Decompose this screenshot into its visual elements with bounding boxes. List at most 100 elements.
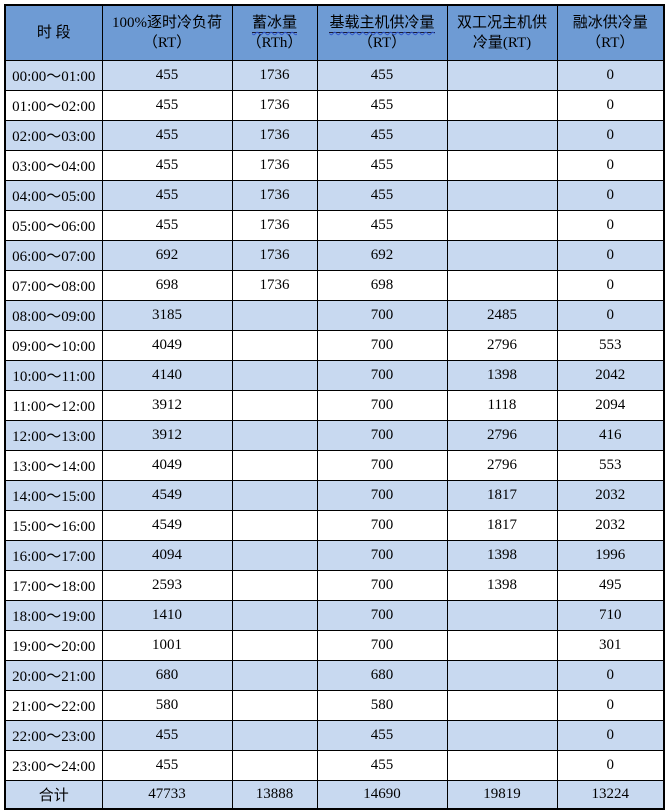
value-cell: 1398	[446, 570, 558, 601]
time-cell: 07:00～08:00	[4, 270, 103, 301]
table-row: 03:00～04:00 455 1736 455 0	[4, 150, 665, 181]
table-row: 01:00～02:00 455 1736 455 0	[4, 90, 665, 121]
table-row: 07:00～08:00 698 1736 698 0	[4, 270, 665, 301]
value-cell: 2796	[446, 450, 558, 481]
value-cell: 455	[101, 60, 233, 91]
value-cell: 0	[556, 240, 665, 271]
value-cell: 1736	[231, 150, 318, 181]
value-cell: 455	[316, 210, 448, 241]
value-cell: 1118	[446, 390, 558, 421]
value-cell: 680	[316, 660, 448, 691]
table-row: 12:00～13:00 3912 700 2796 416	[4, 420, 665, 451]
value-cell: 553	[556, 330, 665, 361]
value-cell	[231, 630, 318, 661]
time-cell: 05:00～06:00	[4, 210, 103, 241]
value-cell: 1736	[231, 120, 318, 151]
value-cell: 455	[101, 120, 233, 151]
value-cell: 1736	[231, 210, 318, 241]
value-cell	[231, 690, 318, 721]
value-cell: 700	[316, 330, 448, 361]
column-header-2: 蓄冰量 （RTh）	[231, 4, 318, 61]
value-cell: 0	[556, 150, 665, 181]
value-cell: 455	[316, 120, 448, 151]
value-cell	[446, 750, 558, 781]
time-cell: 11:00～12:00	[4, 390, 103, 421]
value-cell: 698	[101, 270, 233, 301]
time-cell: 04:00～05:00	[4, 180, 103, 211]
time-cell: 14:00～15:00	[4, 480, 103, 511]
table-body: 00:00～01:00 455 1736 455 0 01:00～02:00 455 1736…	[4, 60, 665, 810]
value-cell: 455	[316, 60, 448, 91]
time-cell: 12:00～13:00	[4, 420, 103, 451]
value-cell: 0	[556, 690, 665, 721]
value-cell: 0	[556, 720, 665, 751]
table-row: 08:00～09:00 3185 700 2485 0	[4, 300, 665, 331]
value-cell: 553	[556, 450, 665, 481]
value-cell	[231, 390, 318, 421]
table-row: 18:00～19:00 1410 700 710	[4, 600, 665, 631]
table-row: 06:00～07:00 692 1736 692 0	[4, 240, 665, 271]
value-cell: 455	[316, 90, 448, 121]
value-cell: 0	[556, 60, 665, 91]
value-cell: 0	[556, 180, 665, 211]
value-cell: 3912	[101, 420, 233, 451]
value-cell: 2796	[446, 420, 558, 451]
value-cell: 455	[101, 180, 233, 211]
value-cell: 1001	[101, 630, 233, 661]
table-row: 21:00～22:00 580 580 0	[4, 690, 665, 721]
time-cell: 13:00～14:00	[4, 450, 103, 481]
value-cell: 2485	[446, 300, 558, 331]
time-cell: 21:00～22:00	[4, 690, 103, 721]
value-cell: 1736	[231, 270, 318, 301]
value-cell: 700	[316, 540, 448, 571]
value-cell: 698	[316, 270, 448, 301]
value-cell: 1398	[446, 360, 558, 391]
value-cell	[231, 300, 318, 331]
table-row: 22:00～23:00 455 455 0	[4, 720, 665, 751]
value-cell: 700	[316, 360, 448, 391]
value-cell: 1817	[446, 510, 558, 541]
table-row: 05:00～06:00 455 1736 455 0	[4, 210, 665, 241]
value-cell	[231, 540, 318, 571]
value-cell: 455	[101, 720, 233, 751]
table-row: 04:00～05:00 455 1736 455 0	[4, 180, 665, 211]
value-cell: 2042	[556, 360, 665, 391]
column-header-1: 100%逐时冷负荷 （RT）	[101, 4, 233, 61]
value-cell: 2094	[556, 390, 665, 421]
total-value-cell: 19819	[446, 780, 558, 810]
time-cell: 10:00～11:00	[4, 360, 103, 391]
value-cell: 2593	[101, 570, 233, 601]
value-cell: 700	[316, 570, 448, 601]
value-cell: 455	[101, 210, 233, 241]
table-row: 11:00～12:00 3912 700 1118 2094	[4, 390, 665, 421]
table-row: 14:00～15:00 4549 700 1817 2032	[4, 480, 665, 511]
value-cell	[231, 510, 318, 541]
value-cell: 0	[556, 90, 665, 121]
table-row: 13:00～14:00 4049 700 2796 553	[4, 450, 665, 481]
value-cell: 700	[316, 510, 448, 541]
value-cell: 1736	[231, 180, 318, 211]
value-cell: 455	[316, 750, 448, 781]
value-cell: 1736	[231, 240, 318, 271]
column-header-4: 双工况主机供 冷量(RT)	[446, 4, 558, 61]
table-row: 09:00～10:00 4049 700 2796 553	[4, 330, 665, 361]
time-cell: 18:00～19:00	[4, 600, 103, 631]
time-cell: 09:00～10:00	[4, 330, 103, 361]
value-cell	[446, 180, 558, 211]
value-cell: 700	[316, 420, 448, 451]
column-header-0: 时 段	[4, 4, 103, 61]
time-cell: 15:00～16:00	[4, 510, 103, 541]
time-cell: 02:00～03:00	[4, 120, 103, 151]
value-cell: 3185	[101, 300, 233, 331]
value-cell	[446, 60, 558, 91]
value-cell: 0	[556, 270, 665, 301]
table-row: 19:00～20:00 1001 700 301	[4, 630, 665, 661]
value-cell: 301	[556, 630, 665, 661]
time-cell: 20:00～21:00	[4, 660, 103, 691]
value-cell: 495	[556, 570, 665, 601]
value-cell: 700	[316, 390, 448, 421]
value-cell: 4049	[101, 330, 233, 361]
time-cell: 23:00～24:00	[4, 750, 103, 781]
time-cell: 08:00～09:00	[4, 300, 103, 331]
